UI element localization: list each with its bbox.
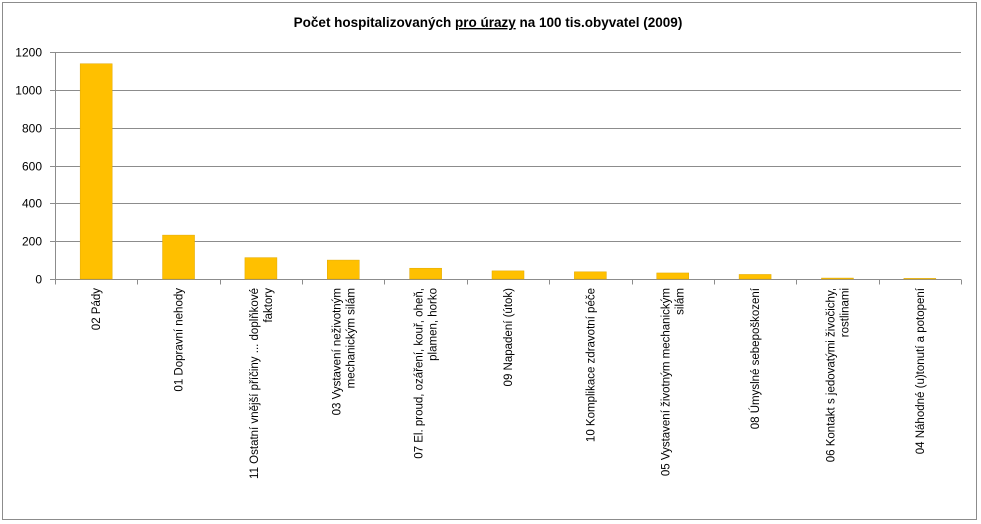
bar-2 bbox=[162, 234, 195, 280]
bar-9 bbox=[738, 274, 772, 280]
x-category-label-1-line-1: 02 Pády bbox=[91, 288, 103, 330]
x-category-label-8-line-1: 05 Vystavení životným mechanickým bbox=[661, 288, 673, 476]
x-category-label-11-line-1: 04 Náhodné (u)tonutí a potopení bbox=[915, 287, 927, 454]
x-category-label-8-line-2: silám bbox=[675, 288, 687, 315]
x-category-label-3-line-2: faktory bbox=[263, 288, 275, 323]
y-tick-label-200: 200 bbox=[22, 235, 42, 249]
x-category-labels: 02 Pády 01 Dopravní nehody 11 Ostatní vněj… bbox=[91, 287, 927, 479]
bar-10 bbox=[821, 277, 854, 280]
x-category-label-4-line-2: mechanickým silám bbox=[345, 288, 357, 388]
y-tick-label-800: 800 bbox=[22, 122, 42, 136]
bar-4 bbox=[327, 259, 360, 280]
x-category-label-9-line-1: 08 Úmyslné sebepoškození bbox=[749, 287, 762, 429]
y-tick-label-400: 400 bbox=[22, 197, 42, 211]
axes bbox=[50, 52, 962, 285]
bar-3 bbox=[244, 257, 278, 280]
bars bbox=[79, 63, 937, 280]
x-category-label-4-line-1: 03 Vystavení neživotným bbox=[331, 288, 343, 415]
x-category-label-7-line-1: 10 Komplikace zdravotní péče bbox=[585, 288, 597, 442]
x-category-label-10-line-1: 06 Kontakt s jedovatými živočichy, bbox=[826, 288, 838, 462]
x-category-label-10-line-2: rostlinami bbox=[840, 288, 852, 337]
gridlines bbox=[55, 52, 961, 242]
bar-8 bbox=[656, 272, 689, 280]
chart-title-part-2: pro úrazy bbox=[455, 15, 516, 30]
y-tick-label-1000: 1000 bbox=[15, 84, 42, 98]
bar-5 bbox=[409, 267, 442, 280]
chart-title: Počet hospitalizovaných pro úrazy na 100… bbox=[294, 15, 683, 30]
x-category-label-5-line-2: plamen, horko bbox=[428, 288, 440, 361]
x-category-label-3-line-1: 11 Ostatní vnější příčiny ... doplňkové bbox=[249, 288, 261, 479]
chart-title-part-3: na 100 tis.obyvatel (2009) bbox=[516, 15, 683, 30]
bar-7 bbox=[574, 271, 607, 280]
bar-11 bbox=[903, 278, 937, 280]
chart-title-part-1: Počet hospitalizovaných bbox=[294, 15, 455, 30]
y-tick-label-0: 0 bbox=[35, 273, 42, 287]
y-tick-label-600: 600 bbox=[22, 160, 42, 174]
bar-6 bbox=[491, 270, 525, 280]
x-category-label-5-line-1: 07 El. proud, ozáření, kouř, oheň, bbox=[414, 288, 426, 459]
x-category-label-6-line-1: 09 Napadení (útok) bbox=[503, 288, 515, 387]
y-tick-labels: 0 200 400 600 800 1000 1200 bbox=[15, 46, 42, 287]
x-category-label-2-line-1: 01 Dopravní nehody bbox=[174, 288, 186, 392]
y-tick-label-1200: 1200 bbox=[15, 46, 42, 60]
bar-1 bbox=[79, 63, 113, 280]
